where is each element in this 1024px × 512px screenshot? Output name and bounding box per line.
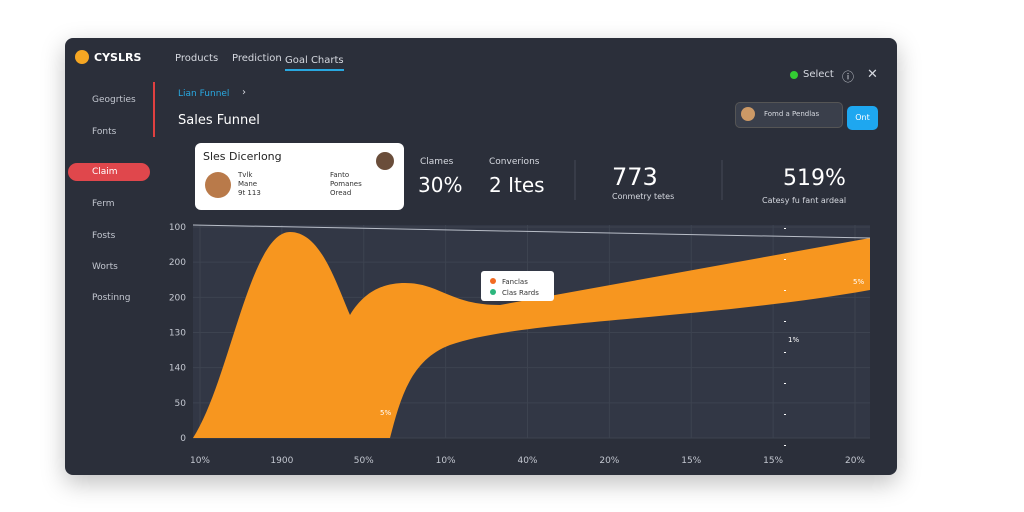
sidebar-item[interactable]: Postinng	[92, 293, 131, 303]
info-icon[interactable]: ⓘ	[842, 70, 855, 84]
card	[195, 143, 404, 210]
card-text: Fanto	[330, 171, 350, 179]
stat-value: 30%	[418, 173, 463, 197]
chevron: ›	[242, 87, 246, 98]
x-tick-label: 40%	[517, 456, 537, 466]
accent	[153, 82, 155, 137]
stat-label: Converions	[489, 157, 540, 167]
nav-item[interactable]: Prediction	[232, 53, 282, 64]
sidebar-item[interactable]: Ferm	[92, 199, 115, 209]
stat-value: 2 Ites	[489, 173, 545, 197]
card-text: Pomanes	[330, 180, 362, 188]
avatar	[205, 172, 231, 198]
legend-dot	[490, 278, 496, 284]
card-title: Sles Dicerlong	[203, 150, 282, 163]
annotation: 1%	[788, 336, 799, 344]
y-tick-label: 200	[169, 258, 186, 268]
annotation: 5%	[853, 278, 864, 286]
y-tick-label: 0	[180, 434, 186, 444]
funnel-area	[193, 232, 870, 438]
status-dot	[790, 71, 798, 79]
dropdown-label: Fomd a Pendlas	[764, 110, 820, 118]
x-tick-label: 10%	[436, 456, 456, 466]
avatar	[741, 107, 755, 121]
x-tick-label: 10%	[190, 456, 210, 466]
x-tick-label: 20%	[599, 456, 619, 466]
avatar	[376, 152, 394, 170]
y-tick-label: 140	[169, 364, 186, 374]
close-icon[interactable]: ✕	[867, 67, 878, 82]
tooltip	[481, 271, 554, 301]
x-tick-label: 15%	[681, 456, 701, 466]
breadcrumb[interactable]: Lian Funnel	[178, 89, 230, 99]
page-title: Sales Funnel	[178, 113, 260, 128]
legend-dot	[490, 289, 496, 295]
annotation: 5%	[380, 409, 391, 417]
logo-icon	[75, 50, 89, 64]
card-text: Mane	[238, 180, 258, 188]
nav-item[interactable]: Goal Charts	[285, 55, 344, 71]
y-tick-label: 200	[169, 293, 186, 303]
stat-value: 773	[612, 163, 658, 191]
sidebar-item[interactable]: Worts	[92, 262, 118, 272]
sidebar-item[interactable]: Geogrties	[92, 95, 136, 105]
stat-value: 519%	[783, 166, 846, 191]
tooltip-text: Clas Rards	[502, 289, 539, 297]
sidebar-item[interactable]: Claim	[92, 167, 118, 177]
stat-label: Clames	[420, 157, 454, 167]
logo: CYSLRS	[94, 51, 142, 64]
y-tick-label: 100	[169, 223, 186, 233]
y-tick-label: 50	[175, 399, 187, 409]
stat-label: Conmetry tetes	[612, 192, 675, 201]
sidebar-item[interactable]: Fosts	[92, 231, 116, 241]
x-tick-label: 50%	[354, 456, 374, 466]
stat-label: Catesy fu fant ardeal	[762, 196, 847, 205]
card-right: Fanto Pomanes Oread	[330, 171, 362, 198]
nav-item[interactable]: Products	[175, 53, 219, 64]
reference-line	[192, 224, 871, 239]
x-tick-label: 20%	[845, 456, 865, 466]
card-text: Tvlk	[238, 171, 253, 179]
card-text: Oread	[330, 189, 352, 197]
button[interactable]: Ont	[847, 106, 878, 130]
sidebar-item[interactable]: Fonts	[92, 127, 117, 137]
active-item-bg	[68, 163, 150, 181]
card-text: 9t 113	[238, 189, 261, 197]
x-tick-label: 1900	[270, 456, 293, 466]
status[interactable]: Select	[803, 69, 834, 80]
tooltip-text: Fanclas	[502, 278, 528, 286]
y-tick-label: 130	[169, 329, 186, 339]
x-tick-label: 15%	[763, 456, 783, 466]
card-left: Tvlk Mane 9t 113	[238, 171, 261, 198]
